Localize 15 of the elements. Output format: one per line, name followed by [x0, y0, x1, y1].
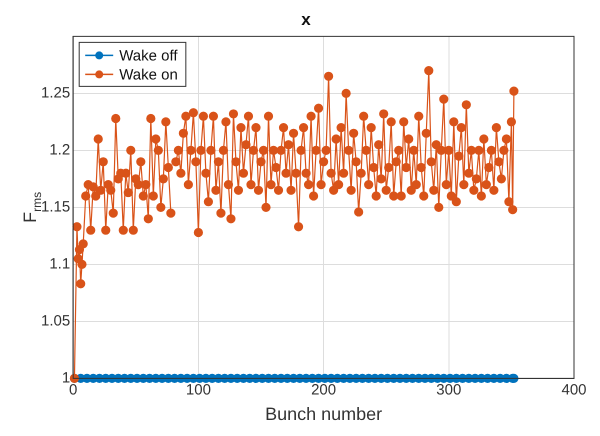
chart-title: x — [301, 10, 312, 29]
y-tick-label: 1.2 — [49, 142, 70, 159]
x-tick-label: 200 — [311, 382, 336, 399]
y-tick-label: 1.05 — [40, 312, 70, 330]
x-axis-title: Bunch number — [265, 404, 382, 424]
legend-label: Wake on — [119, 66, 178, 84]
legend-label: Wake off — [119, 48, 178, 65]
y-tick-label: 1.1 — [49, 256, 70, 273]
x-tick-label: 100 — [186, 382, 211, 399]
x-tick-label: 400 — [561, 382, 587, 399]
x-tick-label: 300 — [436, 382, 462, 399]
y-tick-label: 1.15 — [40, 198, 70, 216]
y-tick-label: 1.25 — [40, 84, 70, 102]
x-tick-label: 0 — [69, 382, 78, 399]
y-tick-label: 1 — [62, 370, 70, 387]
